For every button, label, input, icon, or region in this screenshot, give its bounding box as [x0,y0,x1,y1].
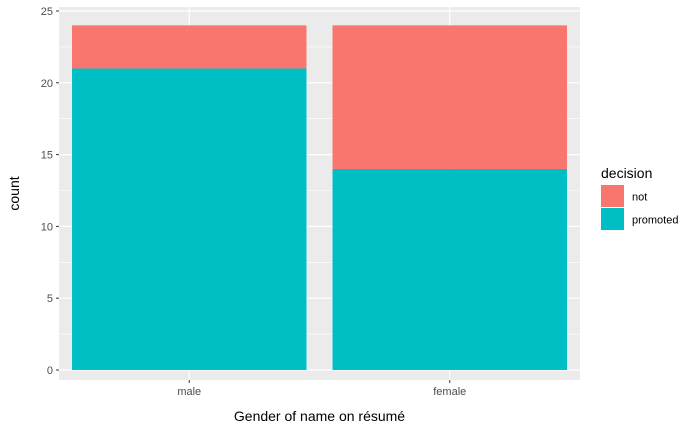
x-axis-title: Gender of name on résumé [234,408,405,424]
y-axis-ticks: 0 5 10 15 20 25 [41,6,59,377]
legend-label-not: not [632,192,647,204]
legend-key-promoted [601,208,624,230]
bar-male-not [72,25,307,69]
bar-female-not [332,25,567,169]
x-axis-ticks: male female [177,380,466,398]
y-tick-label: 10 [41,221,53,233]
y-tick-label: 25 [41,6,53,18]
y-tick-label: 15 [41,150,53,162]
y-tick-label: 20 [41,78,53,90]
bar-female-promoted [332,168,567,370]
legend-items: not promoted [601,185,678,230]
x-tick-label-male: male [177,386,201,398]
legend-title: decision [601,165,652,181]
bars [72,25,567,370]
legend-label-promoted: promoted [632,215,678,227]
legend: decision not promoted [601,165,678,230]
y-tick-label: 5 [47,293,53,305]
bar-male-promoted [72,68,307,370]
x-tick-label-female: female [433,386,466,398]
legend-key-not [601,185,624,207]
y-tick-label: 0 [47,365,53,377]
y-axis-title: count [6,176,22,210]
